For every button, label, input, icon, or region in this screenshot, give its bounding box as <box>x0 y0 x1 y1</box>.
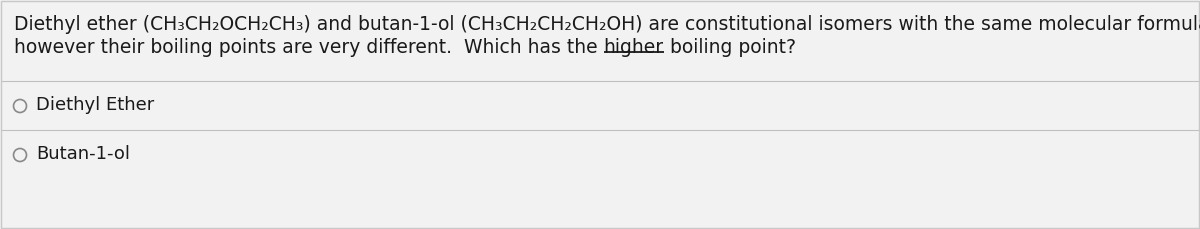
Text: Diethyl Ether: Diethyl Ether <box>36 96 155 114</box>
Text: Diethyl ether (CH₃CH₂OCH₂CH₃) and butan-1-ol (CH₃CH₂CH₂CH₂OH) are constitutional: Diethyl ether (CH₃CH₂OCH₂CH₃) and butan-… <box>14 15 1200 34</box>
Text: higher: higher <box>604 38 664 57</box>
Text: however their boiling points are very different.  Which has the: however their boiling points are very di… <box>14 38 604 57</box>
Text: Butan-1-ol: Butan-1-ol <box>36 145 130 163</box>
Text: boiling point?: boiling point? <box>664 38 796 57</box>
